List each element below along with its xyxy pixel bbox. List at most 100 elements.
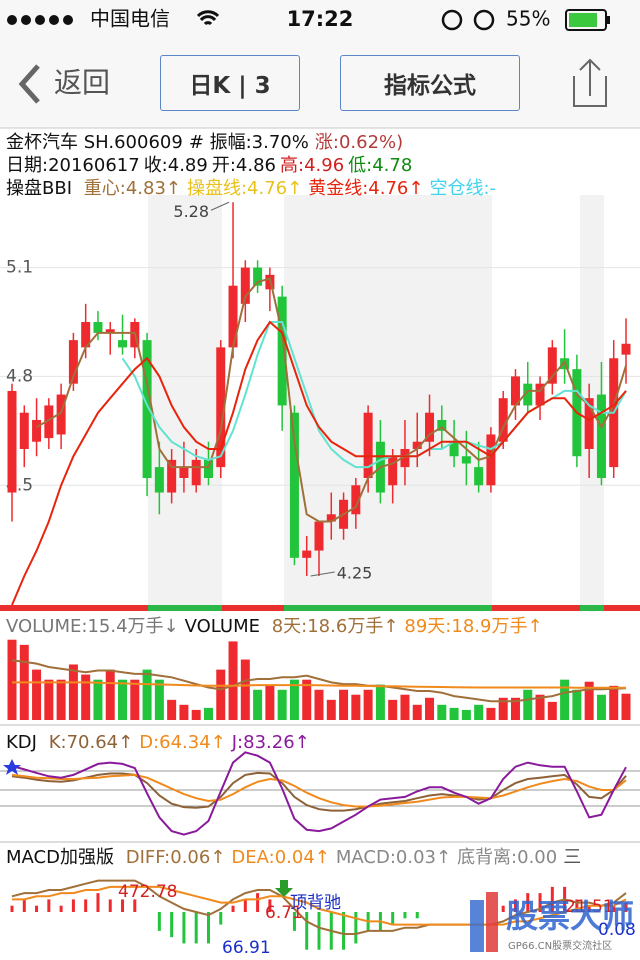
macd-bar xyxy=(194,912,198,944)
volume-bar xyxy=(351,694,361,720)
volume-bar xyxy=(363,689,373,720)
volume-bar xyxy=(289,679,299,720)
formula-button[interactable]: 指标公式 xyxy=(340,55,520,111)
low: 低:4.78 xyxy=(348,155,413,176)
volume-ma-title: VOLUME xyxy=(184,616,260,637)
volume-bar xyxy=(142,669,152,720)
volume-bar xyxy=(326,699,336,720)
volume-bar xyxy=(253,689,263,720)
battery-tip xyxy=(607,16,610,24)
volume-bar xyxy=(277,689,287,720)
kdj-title: KDJ xyxy=(6,732,37,753)
candle-body xyxy=(93,321,103,333)
macd-bar xyxy=(256,893,260,912)
volume-bar xyxy=(375,684,385,720)
high-annotation: 5.28 xyxy=(173,202,209,221)
volume-bar xyxy=(474,704,484,720)
macd-bar xyxy=(22,899,26,912)
change: 涨:0.62%) xyxy=(314,132,404,153)
volume-ma-line xyxy=(12,681,626,689)
macd-bar xyxy=(415,912,419,919)
volume-bar xyxy=(118,679,128,720)
candle-body xyxy=(240,267,250,304)
macd-legend: MACD加强版 DIFF:0.06↑ DEA:0.04↑ MACD:0.03↑ 底背离… xyxy=(6,847,587,869)
carrier: 中国电信 xyxy=(90,7,170,31)
macd-bar xyxy=(403,912,407,919)
candle-body xyxy=(498,398,508,442)
volume-bar xyxy=(339,689,349,720)
date: 日期:20160617 xyxy=(6,155,140,176)
macd-bar xyxy=(513,899,517,912)
candle-body xyxy=(314,521,324,551)
macd-bar xyxy=(624,902,628,912)
legend-entry: J:83.26↑ xyxy=(231,732,310,753)
volume-bar xyxy=(81,674,91,720)
macd-bar xyxy=(35,905,39,912)
macd-title: MACD加强版 xyxy=(6,847,114,868)
candle-body xyxy=(142,340,152,479)
macd-bar xyxy=(59,905,63,912)
legend-entry: 89天:18.9万手↑ xyxy=(404,616,543,637)
volume-bar xyxy=(510,697,520,720)
volume-value: VOLUME:15.4万手↓ xyxy=(6,616,179,637)
macd-bar xyxy=(305,912,309,950)
back-label[interactable]: 返回 xyxy=(54,66,110,99)
annotation-leader xyxy=(310,571,335,577)
macd-bar xyxy=(157,912,161,931)
macd-bar xyxy=(550,886,554,912)
candle-body xyxy=(216,347,226,468)
battery-level xyxy=(569,13,597,27)
macd-bar xyxy=(612,905,616,912)
macd-line xyxy=(11,879,627,935)
share-icon[interactable] xyxy=(573,58,607,107)
volume-bar xyxy=(498,697,508,720)
volume-bar xyxy=(154,679,164,720)
candle-body xyxy=(253,267,263,286)
back-arrow[interactable] xyxy=(18,64,40,104)
watermark-logo xyxy=(470,900,484,952)
volume-bar xyxy=(179,704,189,720)
indicator-name: 操盘BBI xyxy=(6,178,73,199)
candle-body xyxy=(191,459,201,486)
low-annotation: 4.25 xyxy=(337,563,373,582)
kdj-level-lines xyxy=(0,770,640,807)
candle-body xyxy=(289,412,299,558)
macd-annotation: 0.08 xyxy=(598,920,636,940)
period-button[interactable]: 日K | 3 xyxy=(160,55,300,111)
macd-bar xyxy=(501,905,505,912)
header-background xyxy=(0,0,640,128)
volume-bar xyxy=(314,689,324,720)
legend-entry: 三 xyxy=(563,847,582,868)
candle-body xyxy=(44,405,54,439)
annotation-leader xyxy=(210,201,230,211)
volume-bar xyxy=(584,681,594,720)
macd-annotation: 21.51 xyxy=(565,897,614,917)
kdj-line xyxy=(11,771,627,812)
volume-bar xyxy=(596,694,606,720)
volume-bar xyxy=(93,679,103,720)
legend-entry: MACD:0.03↑ xyxy=(335,847,452,868)
macd-bar xyxy=(231,905,235,912)
candle-body xyxy=(486,434,496,486)
candle-body xyxy=(118,340,128,348)
candle-body xyxy=(425,412,435,442)
kdj-line xyxy=(11,751,627,836)
stock-info-row: 金杯汽车 SH.600609 # 振幅:3.70% 涨:0.62%) xyxy=(6,132,409,154)
volume-legend: VOLUME:15.4万手↓ VOLUME 8天:18.6万手↑ 89天:18.9万… xyxy=(6,616,549,638)
candle-body xyxy=(621,343,631,355)
macd-bar xyxy=(121,899,125,912)
volume-bar xyxy=(216,669,226,720)
volume-bar xyxy=(105,669,115,720)
candle-body xyxy=(228,285,238,348)
watermark-site: GP66.CN股票交流社区 xyxy=(508,939,612,952)
volume-bar xyxy=(44,679,54,720)
volume-bar xyxy=(547,701,557,720)
volume-bar xyxy=(400,694,410,720)
candle-body xyxy=(277,296,287,406)
macd-bar xyxy=(182,912,186,944)
macd-annotation: 顶背驰 xyxy=(290,893,341,913)
kdj-legend: KDJ K:70.64↑ D:64.34↑ J:83.26↑ xyxy=(6,732,316,754)
candle-body xyxy=(596,394,606,479)
